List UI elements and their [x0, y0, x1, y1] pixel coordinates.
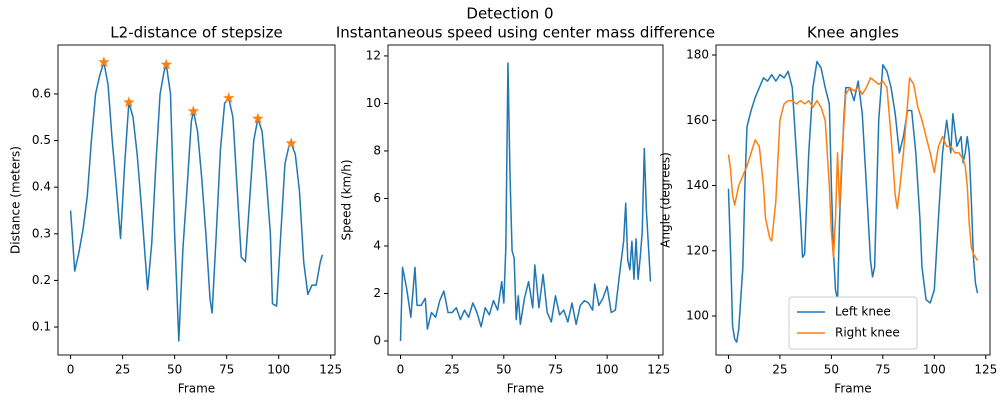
y-tick-label: 0.1: [32, 320, 51, 334]
x-tick-label: 25: [772, 363, 787, 377]
x-tick-label: 100: [596, 363, 619, 377]
data-line: [399, 62, 652, 342]
peak-marker: [252, 112, 264, 124]
y-tick-label: 180: [686, 48, 709, 62]
peak-marker: [285, 137, 297, 149]
data-line: [69, 61, 324, 342]
peak-marker: [187, 105, 200, 117]
data-line: [727, 77, 979, 261]
x-tick-label: 50: [496, 363, 511, 377]
x-tick-label: 50: [824, 363, 839, 377]
x-axis-label: Frame: [507, 382, 544, 396]
x-tick-label: 75: [219, 363, 234, 377]
x-tick-label: 125: [647, 363, 670, 377]
x-tick-label: 25: [445, 363, 460, 377]
x-axis-label: Frame: [178, 382, 215, 396]
x-tick-label: 25: [115, 363, 130, 377]
x-tick-label: 75: [548, 363, 563, 377]
y-axis-label: Distance (meters): [9, 146, 23, 254]
axes-frame: [57, 44, 336, 356]
y-tick-label: 140: [686, 178, 709, 192]
y-tick-label: 2: [373, 286, 381, 300]
x-tick-label: 75: [875, 363, 890, 377]
y-tick-label: 0.4: [32, 180, 51, 194]
x-axis-label: Frame: [834, 382, 871, 396]
x-tick-label: 50: [167, 363, 182, 377]
legend-label: Right knee: [835, 326, 900, 340]
legend-box: [788, 296, 918, 350]
y-tick-label: 4: [373, 238, 381, 252]
peak-marker: [123, 96, 135, 108]
y-axis-label: Angle (degrees): [659, 152, 673, 248]
axes-frame: [387, 44, 664, 356]
axes-title: L2-distance of stepsize: [110, 24, 282, 42]
figure-title: Detection 0: [466, 5, 553, 23]
x-tick-label: 0: [725, 363, 733, 377]
y-tick-label: 0.6: [32, 86, 51, 100]
x-tick-label: 125: [319, 363, 342, 377]
axes-title: Instantaneous speed using center mass di…: [336, 24, 715, 42]
y-tick-label: 100: [686, 309, 709, 323]
x-tick-label: 0: [67, 363, 75, 377]
x-tick-label: 0: [397, 363, 405, 377]
legend-label: Left knee: [835, 305, 891, 319]
y-tick-label: 12: [366, 48, 381, 62]
peak-marker: [98, 56, 110, 68]
y-tick-label: 0.3: [32, 226, 51, 240]
x-tick-label: 100: [267, 363, 290, 377]
axes-frame: [715, 44, 991, 356]
y-tick-label: 10: [366, 96, 381, 110]
y-tick-label: 0.2: [32, 273, 51, 287]
peak-marker: [223, 92, 235, 103]
axes-title: Knee angles: [807, 24, 899, 42]
x-tick-label: 125: [974, 363, 997, 377]
y-tick-label: 0.5: [32, 133, 51, 147]
y-tick-label: 160: [686, 113, 709, 127]
y-tick-label: 8: [373, 143, 381, 157]
x-tick-label: 100: [923, 363, 946, 377]
y-axis-label: Speed (km/h): [340, 159, 354, 240]
y-tick-label: 6: [373, 191, 381, 205]
peak-marker: [160, 58, 173, 70]
y-tick-label: 120: [686, 243, 709, 257]
y-tick-label: 0: [373, 333, 381, 347]
